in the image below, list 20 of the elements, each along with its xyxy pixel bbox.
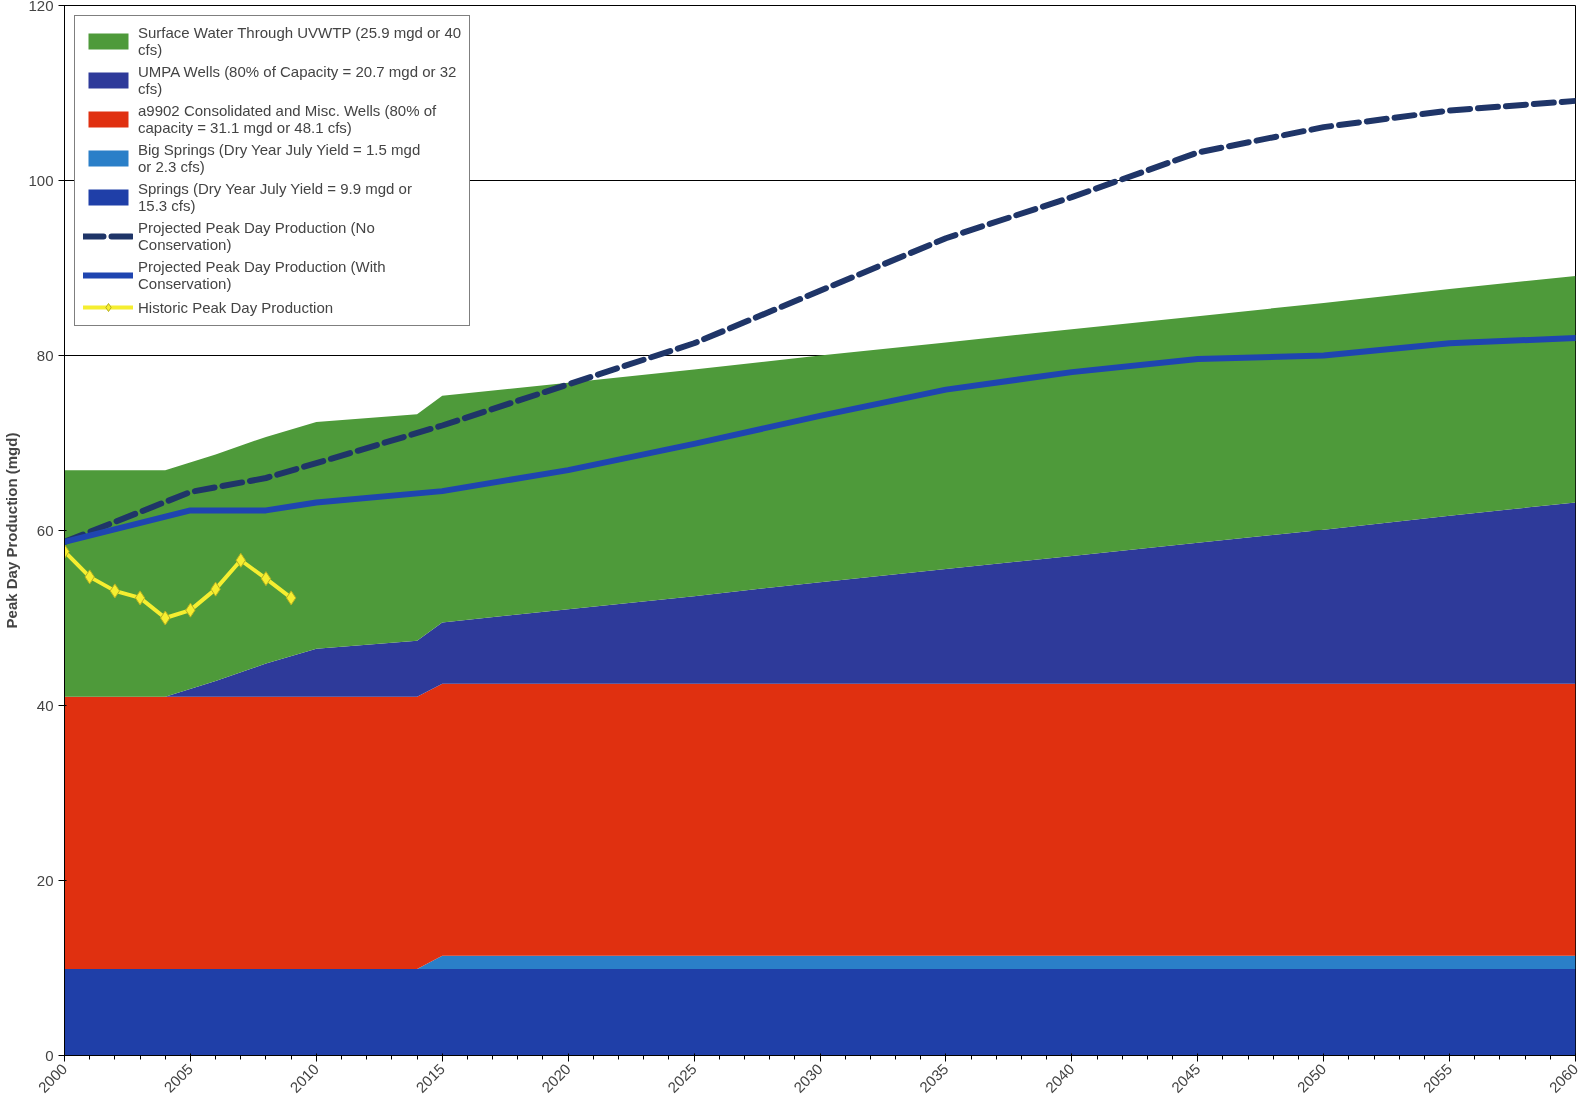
legend-label: Surface Water Through UVWTP (25.9 mgd or 40 cfs): [138, 24, 462, 58]
y-tick-label: 100: [28, 171, 54, 189]
y-tick-label: 0: [45, 1046, 54, 1064]
legend-label: Big Springs (Dry Year July Yield = 1.5 mgd or 2.3 cfs): [138, 141, 421, 175]
y-tick-label: 40: [36, 696, 54, 714]
y-tick-label: 20: [36, 871, 54, 889]
y-tick-label: 120: [28, 0, 54, 14]
point: [260, 571, 272, 587]
legend-label: a9902 Consolidated and Misc. Wells (80% of capacity = 31.1 mgd or 48.1 cfs): [138, 102, 437, 136]
y-tick-label: 80: [36, 346, 54, 364]
legend-label: Springs (Dry Year July Yield = 9.9 mgd or 15.3 cfs): [138, 180, 412, 214]
point: [285, 590, 297, 606]
y-axis-title: Peak Day Production (mgd): [3, 432, 21, 629]
point: [109, 583, 121, 599]
legend-label: Projected Peak Day Production (With Conservation): [138, 258, 386, 292]
legend-label: Historic Peak Day Production: [138, 298, 334, 316]
legend-label: UMPA Wells (80% of Capacity = 20.7 mgd or 32 cfs): [138, 63, 457, 97]
legend-label: Projected Peak Day Production (No Conservation): [138, 219, 375, 253]
point: [134, 590, 146, 606]
y-tick-label: 60: [36, 521, 54, 539]
